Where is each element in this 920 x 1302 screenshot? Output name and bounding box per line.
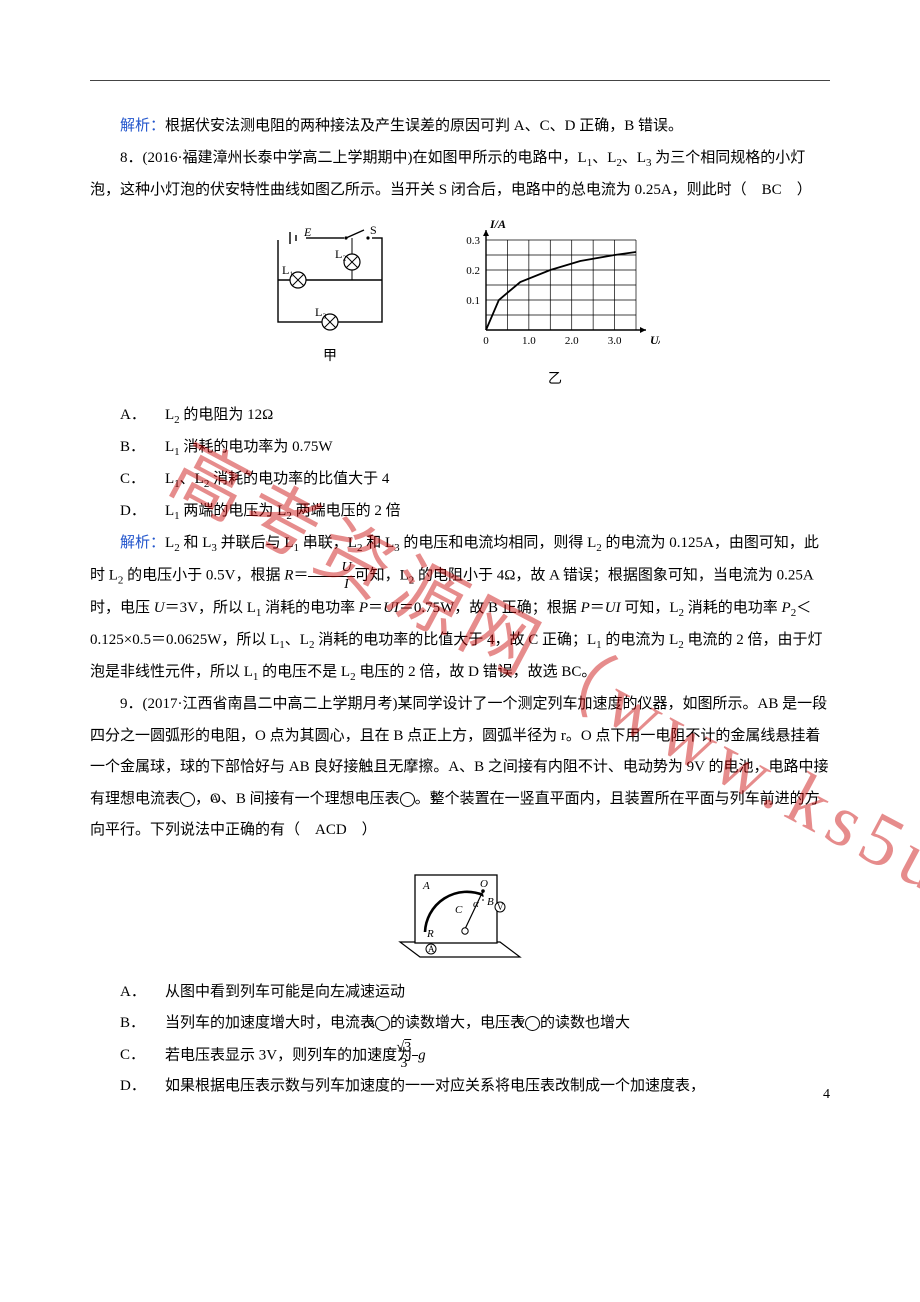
svg-text:0.2: 0.2: [466, 265, 480, 277]
analysis-7: 解析：根据伏安法测电阻的两种接法及产生误差的原因可判 A、C、D 正确，B 错误…: [90, 111, 830, 143]
svg-text:V: V: [497, 902, 504, 912]
svg-text:A: A: [428, 944, 435, 954]
circuit-diagram: E S L₁ L₂ L₃ 甲: [260, 220, 400, 371]
q8-opt-A: A．L2 的电阻为 12Ω: [90, 400, 830, 432]
top-rule: [90, 80, 830, 81]
q9-opt-D: D．如果根据电压表示数与列车加速度的一一对应关系将电压表改制成一个加速度表，: [90, 1071, 830, 1103]
voltmeter-icon: V: [525, 1016, 540, 1031]
q9-opt-C: C．若电压表显示 3V，则列车的加速度为√33g: [90, 1040, 830, 1072]
analysis-label: 解析：: [120, 535, 165, 551]
svg-text:C: C: [455, 904, 463, 916]
q8-stem: 8．(2016·福建漳州长泰中学高二上学期期中)在如图甲所示的电路中，L1、L2…: [90, 143, 830, 207]
q8-source: (2016·福建漳州长泰中学高二上学期期中): [143, 150, 413, 166]
svg-text:U/V: U/V: [650, 333, 660, 347]
label-L2: L₂: [335, 247, 347, 261]
svg-text:0.1: 0.1: [466, 295, 480, 307]
circuit-caption: 甲: [260, 342, 400, 371]
label-S: S: [370, 223, 377, 237]
svg-text:R: R: [426, 928, 434, 940]
svg-text:1.0: 1.0: [522, 335, 536, 347]
voltmeter-icon: V: [400, 792, 415, 807]
label-L3: L₃: [315, 305, 327, 319]
svg-text:2.0: 2.0: [565, 335, 579, 347]
q9-device-figure: A O B C α R A V: [90, 857, 830, 967]
q9-opt-A: A．从图中看到列车可能是向左减速运动: [90, 977, 830, 1009]
q8-num: 8．: [120, 150, 143, 166]
label-L1: L₁: [282, 263, 294, 277]
svg-text:B: B: [487, 896, 494, 908]
ammeter-icon: A: [180, 792, 195, 807]
vi-chart: 0 1.0 2.0 3.0 0.1 0.2 0.3 U/V I/A 乙: [450, 220, 660, 394]
q8-opt-C: C．L1、L2 消耗的电功率的比值大于 4: [90, 464, 830, 496]
label-E: E: [303, 225, 312, 239]
analysis-label: 解析：: [120, 118, 165, 134]
svg-text:0.3: 0.3: [466, 235, 480, 247]
q9-opt-B: B．当列车的加速度增大时，电流表A的读数增大，电压表V的读数也增大: [90, 1008, 830, 1040]
frac-U-I: UI: [308, 560, 354, 592]
svg-text:O: O: [480, 878, 488, 890]
svg-text:3.0: 3.0: [608, 335, 622, 347]
q9-num: 9．: [120, 696, 143, 712]
q8-opt-B: B．L1 消耗的电功率为 0.75W: [90, 432, 830, 464]
chart-caption: 乙: [450, 365, 660, 394]
ammeter-icon: A: [375, 1016, 390, 1031]
q8-figures: E S L₁ L₂ L₃ 甲 0 1.0 2.0 3.0 0.1 0.2 0.3 U/V I/A…: [90, 220, 830, 394]
svg-text:I/A: I/A: [489, 220, 506, 231]
svg-text:0: 0: [483, 335, 489, 347]
svg-text:A: A: [422, 880, 430, 892]
analysis-7-text: 根据伏安法测电阻的两种接法及产生误差的原因可判 A、C、D 正确，B 错误。: [165, 118, 683, 134]
q9-source: (2017·江西省南昌二中高二上学期月考): [143, 696, 398, 712]
svg-text:α: α: [473, 898, 479, 910]
page-number: 4: [823, 1080, 830, 1109]
q9-stem: 9．(2017·江西省南昌二中高二上学期月考)某同学设计了一个测定列车加速度的仪…: [90, 689, 830, 847]
q8-analysis: 解析：L2 和 L3 并联后与 L1 串联，L2 和 L3 的电压和电流均相同，…: [90, 528, 830, 689]
q8-opt-D: D．L1 两端的电压为 L2 两端电压的 2 倍: [90, 496, 830, 528]
